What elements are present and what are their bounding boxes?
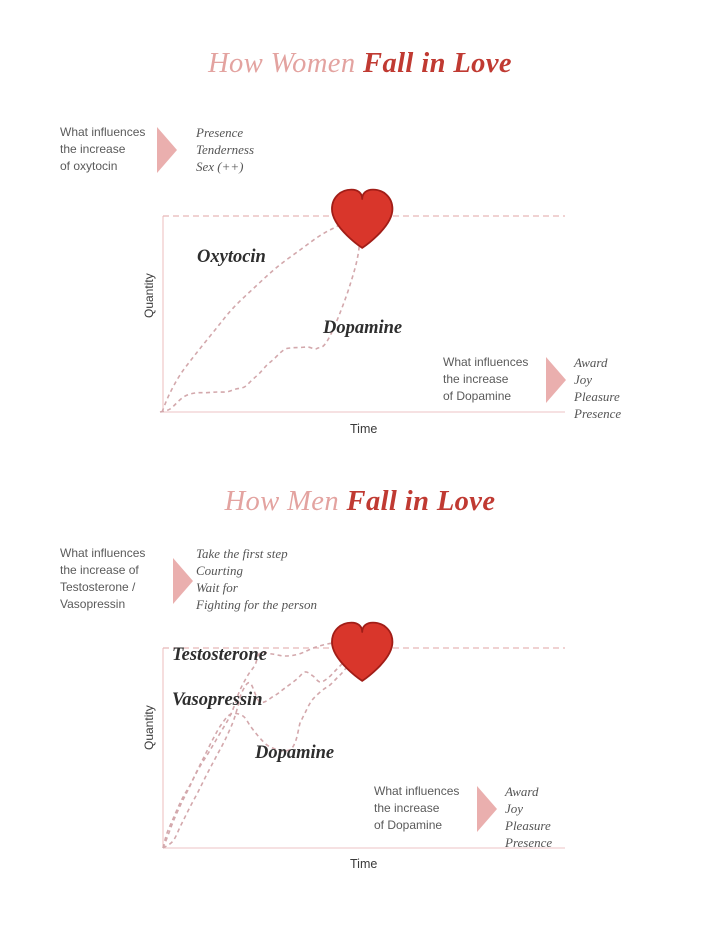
svg-text:Testosterone: Testosterone — [172, 645, 267, 665]
svg-text:Vasopressin: Vasopressin — [172, 690, 262, 710]
svg-text:Dopamine: Dopamine — [254, 743, 334, 763]
svg-text:Time: Time — [350, 857, 377, 871]
